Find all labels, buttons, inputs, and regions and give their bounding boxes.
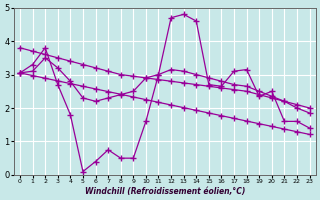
X-axis label: Windchill (Refroidissement éolien,°C): Windchill (Refroidissement éolien,°C) <box>84 187 245 196</box>
